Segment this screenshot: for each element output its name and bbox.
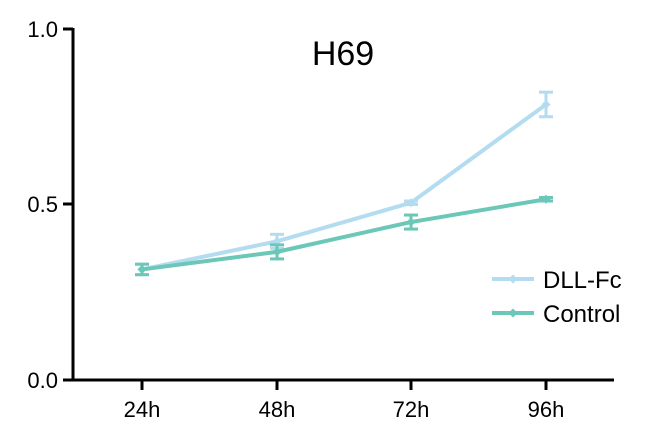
legend: DLL-Fc Control	[492, 267, 622, 328]
x-tick-label-96h: 96h	[528, 397, 565, 422]
point-dll-fc-2	[406, 198, 416, 208]
chart-title: H69	[312, 35, 374, 73]
series-line-control	[141, 197, 547, 272]
legend-entry-dll-fc: DLL-Fc	[492, 267, 622, 294]
legend-label-control: Control	[543, 301, 620, 328]
y-tick-label-1: 0.5	[27, 192, 58, 217]
point-dll-fc-3	[541, 99, 551, 109]
point-control-1	[272, 247, 282, 257]
x-tick-label-24h: 24h	[124, 397, 161, 422]
point-control-0	[137, 264, 147, 274]
series-dll-fc	[135, 90, 553, 277]
legend-marker-dll-fc	[508, 274, 518, 284]
y-tick-label-2: 1.0	[27, 17, 58, 42]
series-line-dll-fc	[141, 102, 548, 272]
x-tick-label-72h: 72h	[393, 397, 430, 422]
point-control-2	[406, 217, 416, 227]
point-control-3	[541, 194, 551, 204]
y-tick-label-0: 0.0	[27, 368, 58, 393]
legend-label-dll-fc: DLL-Fc	[543, 267, 622, 294]
x-tick-label-48h: 48h	[259, 397, 296, 422]
legend-marker-control	[508, 308, 518, 318]
legend-entry-control: Control	[492, 301, 620, 328]
series-control	[135, 194, 553, 277]
